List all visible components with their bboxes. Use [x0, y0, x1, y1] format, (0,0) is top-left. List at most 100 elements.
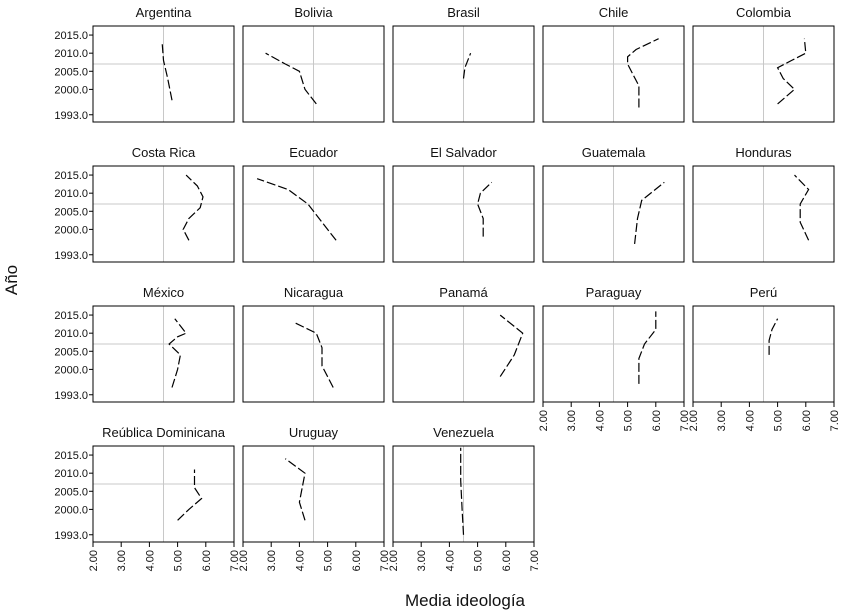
y-tick-label: 2015.0 [54, 310, 88, 322]
y-axis-label: Año [2, 265, 21, 295]
x-tick-label: 2.00 [388, 550, 400, 571]
panel-5: Costa Rica [92, 145, 235, 263]
series-line [284, 458, 306, 521]
x-tick-label: 7.00 [229, 550, 241, 571]
x-tick-label: 5.00 [473, 550, 485, 571]
panel-1: Bolivia [242, 5, 385, 123]
panel-title: El Salvador [430, 145, 497, 160]
x-tick-label: 2.00 [538, 410, 550, 431]
y-tick-label: 2010.0 [54, 468, 88, 480]
y-tick-label: 1993.0 [54, 250, 88, 262]
panel-frame [92, 445, 235, 543]
panel-title: Bolivia [294, 5, 333, 20]
series-line [638, 311, 657, 384]
y-tick-label: 2000.0 [54, 504, 88, 516]
panel-0: Argentina [92, 5, 235, 123]
x-tick-label: 6.00 [651, 410, 663, 431]
x-tick-label: 7.00 [829, 410, 841, 431]
panel-title: Venezuela [433, 425, 494, 440]
panel-9: Honduras [692, 145, 835, 263]
panel-frame [542, 25, 685, 123]
x-tick-label: 5.00 [623, 410, 635, 431]
panel-frame [542, 165, 685, 263]
y-tick-label: 2010.0 [54, 328, 88, 340]
series-line [476, 181, 493, 237]
y-tick-label: 2000.0 [54, 364, 88, 376]
y-tick-label: 2015.0 [54, 450, 88, 462]
panel-title: México [143, 285, 184, 300]
x-tick-label: 5.00 [323, 550, 335, 571]
panel-title: Paraguay [586, 285, 642, 300]
panel-15: Reública Dominicana [92, 425, 235, 543]
panel-frame [242, 25, 385, 123]
series-line [293, 321, 334, 388]
panel-frame [392, 305, 535, 403]
series-line [460, 447, 465, 535]
panel-12: Panamá [392, 285, 535, 403]
x-tick-label: 7.00 [679, 410, 691, 431]
panel-title: Costa Rica [132, 145, 196, 160]
x-tick-label: 4.00 [744, 410, 756, 431]
series-line [462, 52, 472, 79]
panel-title: Nicaragua [284, 285, 344, 300]
panel-title: Panamá [439, 285, 488, 300]
series-line [634, 181, 665, 244]
y-tick-label: 2005.0 [54, 346, 88, 358]
series-line [177, 469, 203, 521]
y-tick-label: 2005.0 [54, 66, 88, 78]
y-tick-label: 1993.0 [54, 390, 88, 402]
x-tick-label: 3.00 [116, 550, 128, 571]
panel-frame [692, 165, 835, 263]
panel-frame [392, 165, 535, 263]
x-tick-label: 2.00 [688, 410, 700, 431]
y-tick-label: 2010.0 [54, 188, 88, 200]
panels-group: Argentina Bolivia Brasil Chile Colombia Costa… [92, 5, 835, 543]
panel-title: Colombia [736, 5, 792, 20]
x-tick-label: 4.00 [594, 410, 606, 431]
x-tick-label: 4.00 [444, 550, 456, 571]
x-tick-label: 5.00 [773, 410, 785, 431]
x-tick-label: 3.00 [266, 550, 278, 571]
panel-title: Brasil [447, 5, 480, 20]
x-tick-label: 5.00 [173, 550, 185, 571]
x-tick-label: 6.00 [201, 550, 213, 571]
series-line [626, 38, 659, 108]
x-tick-label: 6.00 [501, 550, 513, 571]
panel-frame [392, 25, 535, 123]
x-axes-group: 2.00 3.00 4.00 5.00 6.00 7.002.00 3.00 4.00 5.00… [88, 402, 841, 571]
y-tick-label: 2005.0 [54, 486, 88, 498]
panel-title: Ecuador [289, 145, 338, 160]
panel-title: Uruguay [289, 425, 339, 440]
x-tick-label: 3.00 [416, 550, 428, 571]
y-tick-label: 2015.0 [54, 30, 88, 42]
x-tick-label: 3.00 [716, 410, 728, 431]
panel-frame [242, 165, 385, 263]
series-line [499, 314, 524, 377]
y-axes-group: 1993.0 2000.0 2005.0 2010.0 2015.0 1993.0 2000… [54, 30, 93, 542]
series-line [182, 174, 204, 241]
panel-frame [692, 305, 835, 403]
x-tick-label: 6.00 [801, 410, 813, 431]
panel-frame [92, 165, 235, 263]
panel-17: Venezuela [392, 425, 535, 543]
panel-frame [542, 305, 685, 403]
panel-title: Guatemala [582, 145, 646, 160]
panel-8: Guatemala [542, 145, 685, 263]
panel-frame [242, 445, 385, 543]
panel-2: Brasil [392, 5, 535, 123]
y-tick-label: 2000.0 [54, 84, 88, 96]
series-line [265, 52, 317, 105]
x-axis-label: Media ideología [405, 591, 526, 610]
y-tick-label: 2010.0 [54, 48, 88, 60]
panel-11: Nicaragua [242, 285, 385, 403]
panel-10: México [92, 285, 235, 403]
y-tick-label: 1993.0 [54, 530, 88, 542]
panel-title: Perú [750, 285, 777, 300]
series-line [768, 318, 779, 355]
y-tick-label: 2015.0 [54, 170, 88, 182]
series-line [168, 318, 188, 388]
panel-14: Perú [692, 285, 835, 403]
panel-title: Argentina [136, 5, 192, 20]
panel-4: Colombia [692, 5, 835, 123]
